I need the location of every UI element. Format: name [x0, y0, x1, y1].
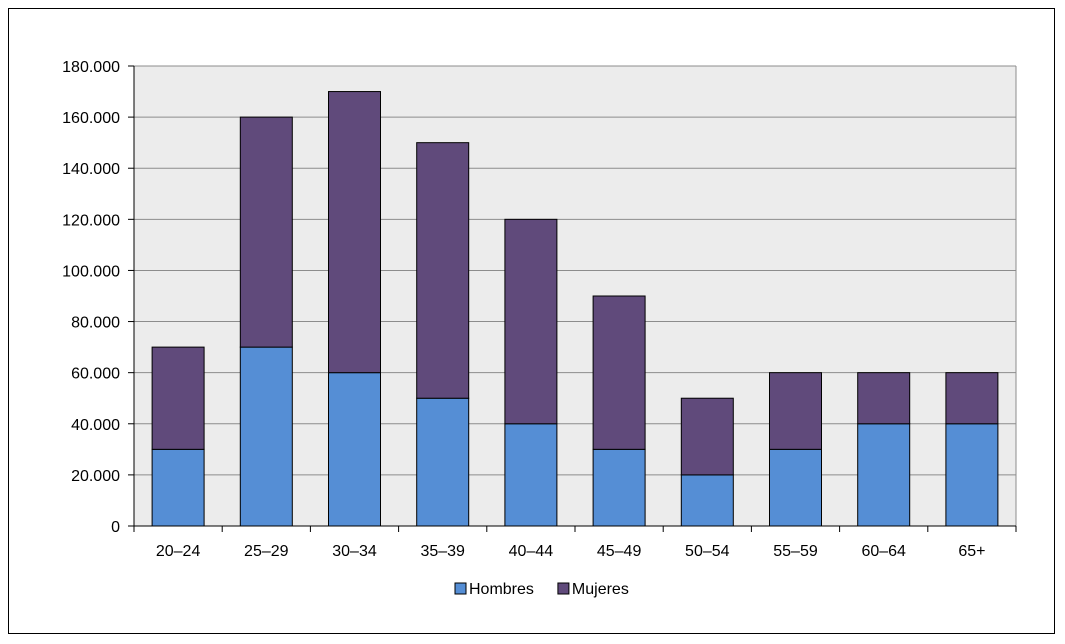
legend-swatch-mujeres: [557, 582, 570, 595]
bar-hombres-3: [416, 397, 470, 527]
y-tick-label: 80.000: [71, 315, 120, 332]
bar-mujeres-4: [504, 218, 558, 425]
bar-mujeres-6: [680, 397, 734, 476]
legend-swatch-hombres: [454, 582, 467, 595]
x-tick-label: 50–54: [685, 543, 730, 560]
bar-mujeres-7: [769, 372, 822, 450]
bar-hombres-0: [151, 448, 205, 527]
y-tick-label: 160.000: [62, 110, 120, 127]
bar-hombres-6: [680, 474, 734, 527]
x-tick-label: 20–24: [156, 543, 201, 560]
y-tick-label: 120.000: [62, 212, 120, 229]
x-tick-label: 65+: [958, 543, 985, 560]
bar-hombres-1: [239, 346, 293, 527]
x-tick-label: 55–59: [773, 543, 818, 560]
bar-hombres-9: [945, 423, 999, 527]
x-tick-label: 30–34: [332, 543, 377, 560]
bar-mujeres-1: [239, 116, 293, 348]
bar-hombres-8: [857, 423, 911, 527]
y-tick-label: 0: [111, 519, 120, 536]
bar-hombres-4: [504, 423, 558, 527]
x-tick-label: 40–44: [509, 543, 554, 560]
x-tick-label: 45–49: [597, 543, 642, 560]
bar-mujeres-0: [151, 346, 205, 450]
bar-mujeres-2: [328, 91, 381, 374]
legend-label-hombres: Hombres: [469, 581, 534, 598]
y-tick-label: 60.000: [71, 366, 120, 383]
bar-mujeres-8: [857, 372, 911, 425]
bar-hombres-5: [592, 448, 646, 527]
legend-label-mujeres: Mujeres: [572, 581, 629, 598]
bar-mujeres-9: [945, 372, 999, 425]
y-tick-label: 100.000: [62, 263, 120, 280]
bar-mujeres-3: [416, 142, 470, 399]
x-tick-label: 25–29: [244, 543, 289, 560]
x-tick-label: 35–39: [420, 543, 465, 560]
y-tick-label: 20.000: [71, 468, 120, 485]
y-tick-label: 140.000: [62, 161, 120, 178]
y-tick-label: 40.000: [71, 417, 120, 434]
bar-hombres-2: [328, 372, 381, 527]
y-tick-label: 180.000: [62, 59, 120, 76]
x-tick-label: 60–64: [861, 543, 906, 560]
bar-mujeres-5: [592, 295, 646, 450]
bar-hombres-7: [769, 448, 822, 527]
